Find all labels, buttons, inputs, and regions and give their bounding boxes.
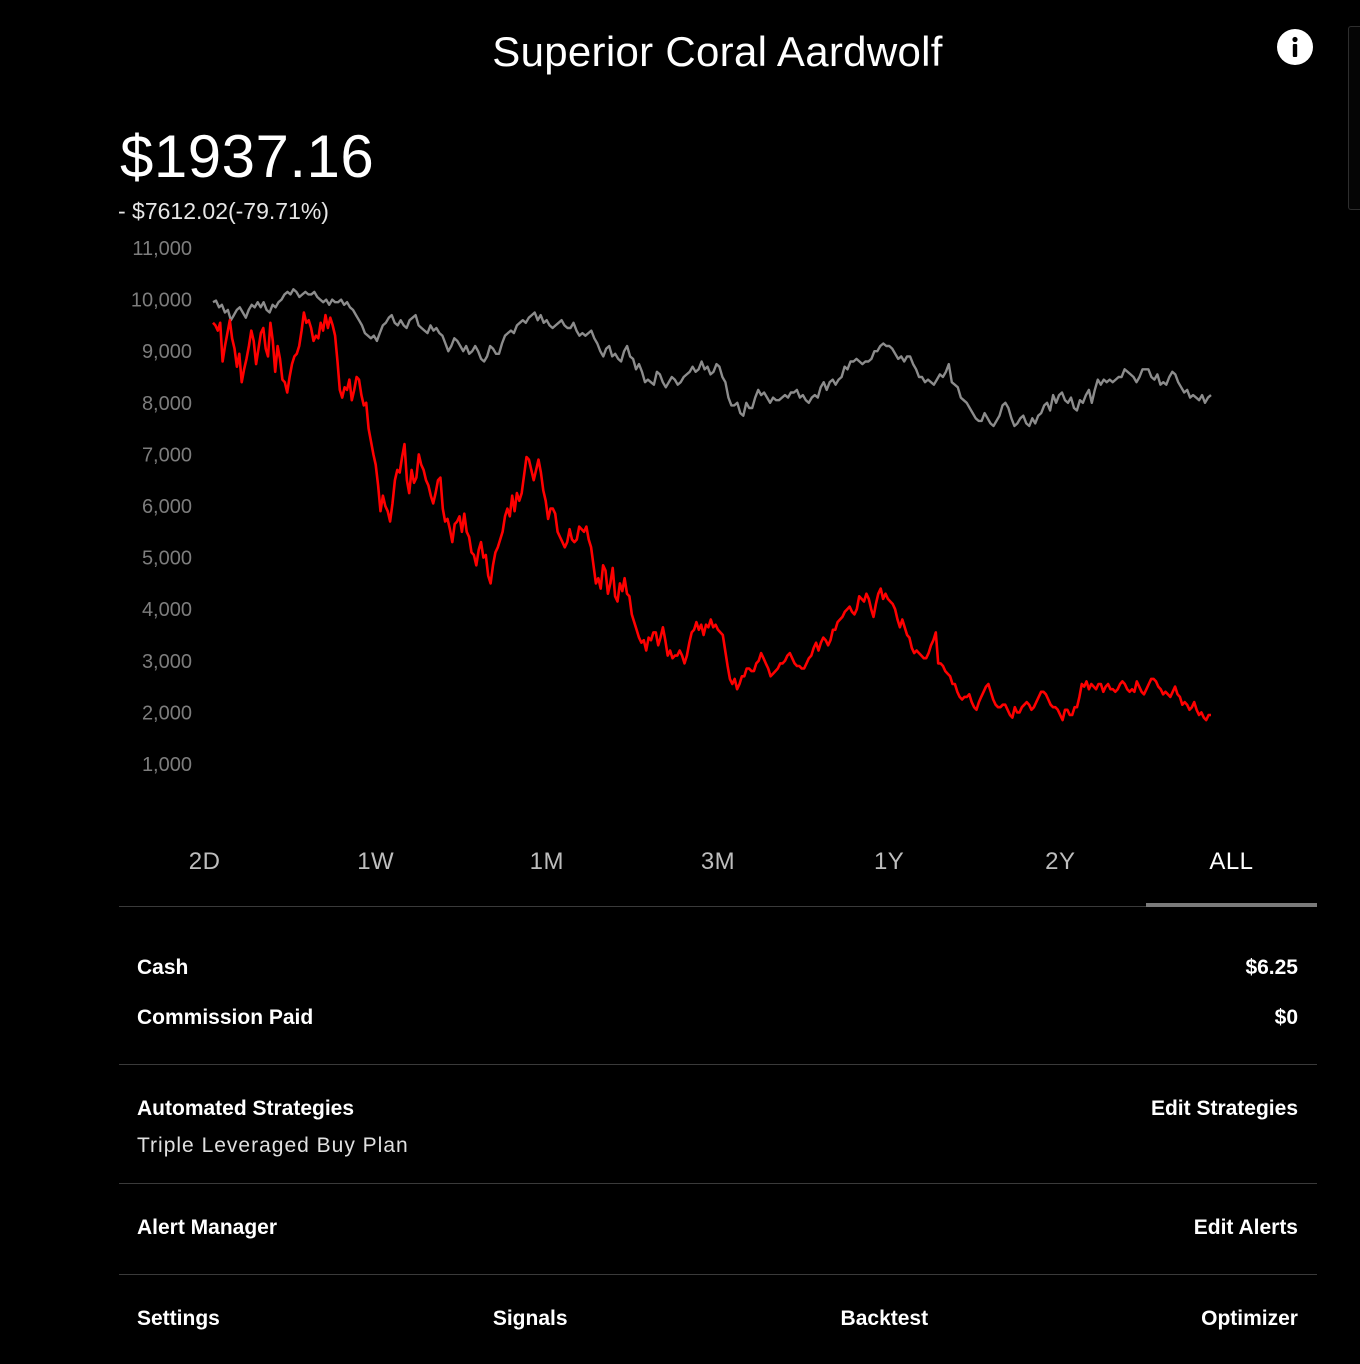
strategies-label: Automated Strategies (137, 1097, 355, 1120)
alerts-label: Alert Manager (137, 1216, 278, 1239)
portfolio-series-line (212, 311, 1211, 722)
optimizer-button[interactable]: Optimizer (1201, 1307, 1298, 1330)
y-tick-label: 11,000 (132, 238, 192, 260)
portfolio-change: - $7612.02(-79.71%) (118, 198, 329, 224)
benchmark-series-line (212, 288, 1212, 428)
y-axis-ticks: 11,000 10,000 9,000 8,000 7,000 6,000 5,000 4,0… (131, 238, 192, 776)
range-tab-2d[interactable]: 2D (188, 848, 221, 875)
alerts-row: Alert Manager Edit Alerts (137, 1216, 1298, 1240)
y-tick-label: 1,000 (142, 754, 192, 776)
range-tab-2y[interactable]: 2Y (1045, 848, 1076, 875)
y-tick-label: 7,000 (142, 444, 192, 466)
portfolio-balance: $1937.16 (120, 123, 375, 190)
edit-strategies-button[interactable]: Edit Strategies (1150, 1097, 1298, 1120)
edit-alerts-button[interactable]: Edit Alerts (1193, 1216, 1298, 1239)
range-selector: 2D 1W 1M 3M 1Y 2Y ALL (119, 840, 1318, 907)
strategies-row: Automated Strategies Edit Strategies (137, 1097, 1298, 1121)
strategy-item: Triple Leveraged Buy Plan (137, 1134, 409, 1157)
performance-chart: 11,000 10,000 9,000 8,000 7,000 6,000 5,000 4,0… (131, 238, 1212, 776)
range-tab-1y[interactable]: 1Y (873, 848, 905, 875)
y-tick-label: 9,000 (142, 341, 192, 363)
y-tick-label: 4,000 (142, 599, 192, 621)
range-tab-all[interactable]: ALL (1145, 840, 1318, 907)
info-icon[interactable] (1277, 29, 1313, 65)
y-tick-label: 3,000 (142, 651, 192, 673)
cash-label: Cash (137, 956, 189, 979)
commission-row: Commission Paid $0 (137, 1006, 1298, 1030)
y-tick-label: 10,000 (131, 290, 192, 312)
y-tick-label: 2,000 (142, 702, 192, 724)
y-tick-label: 5,000 (142, 548, 192, 570)
cash-row: Cash $6.25 (137, 956, 1298, 980)
page-title: Superior Coral Aardwolf (492, 28, 943, 75)
range-tab-3m[interactable]: 3M (700, 848, 736, 875)
chart-series (212, 288, 1212, 722)
divider (119, 1183, 1317, 1184)
range-tab-1m[interactable]: 1M (529, 848, 565, 875)
divider (119, 1064, 1317, 1065)
cash-value: $6.25 (1245, 956, 1298, 979)
settings-button[interactable]: Settings (137, 1307, 220, 1330)
commission-label: Commission Paid (137, 1006, 314, 1029)
backtest-button[interactable]: Backtest (840, 1307, 929, 1330)
commission-value: $0 (1274, 1006, 1298, 1029)
y-tick-label: 8,000 (142, 393, 192, 415)
signals-button[interactable]: Signals (492, 1307, 568, 1330)
range-tab-1w[interactable]: 1W (357, 848, 395, 875)
divider (119, 1274, 1317, 1275)
y-tick-label: 6,000 (142, 496, 192, 518)
footer-nav: Settings Signals Backtest Optimizer (137, 1307, 1298, 1331)
side-panel-tab[interactable] (1348, 26, 1360, 210)
